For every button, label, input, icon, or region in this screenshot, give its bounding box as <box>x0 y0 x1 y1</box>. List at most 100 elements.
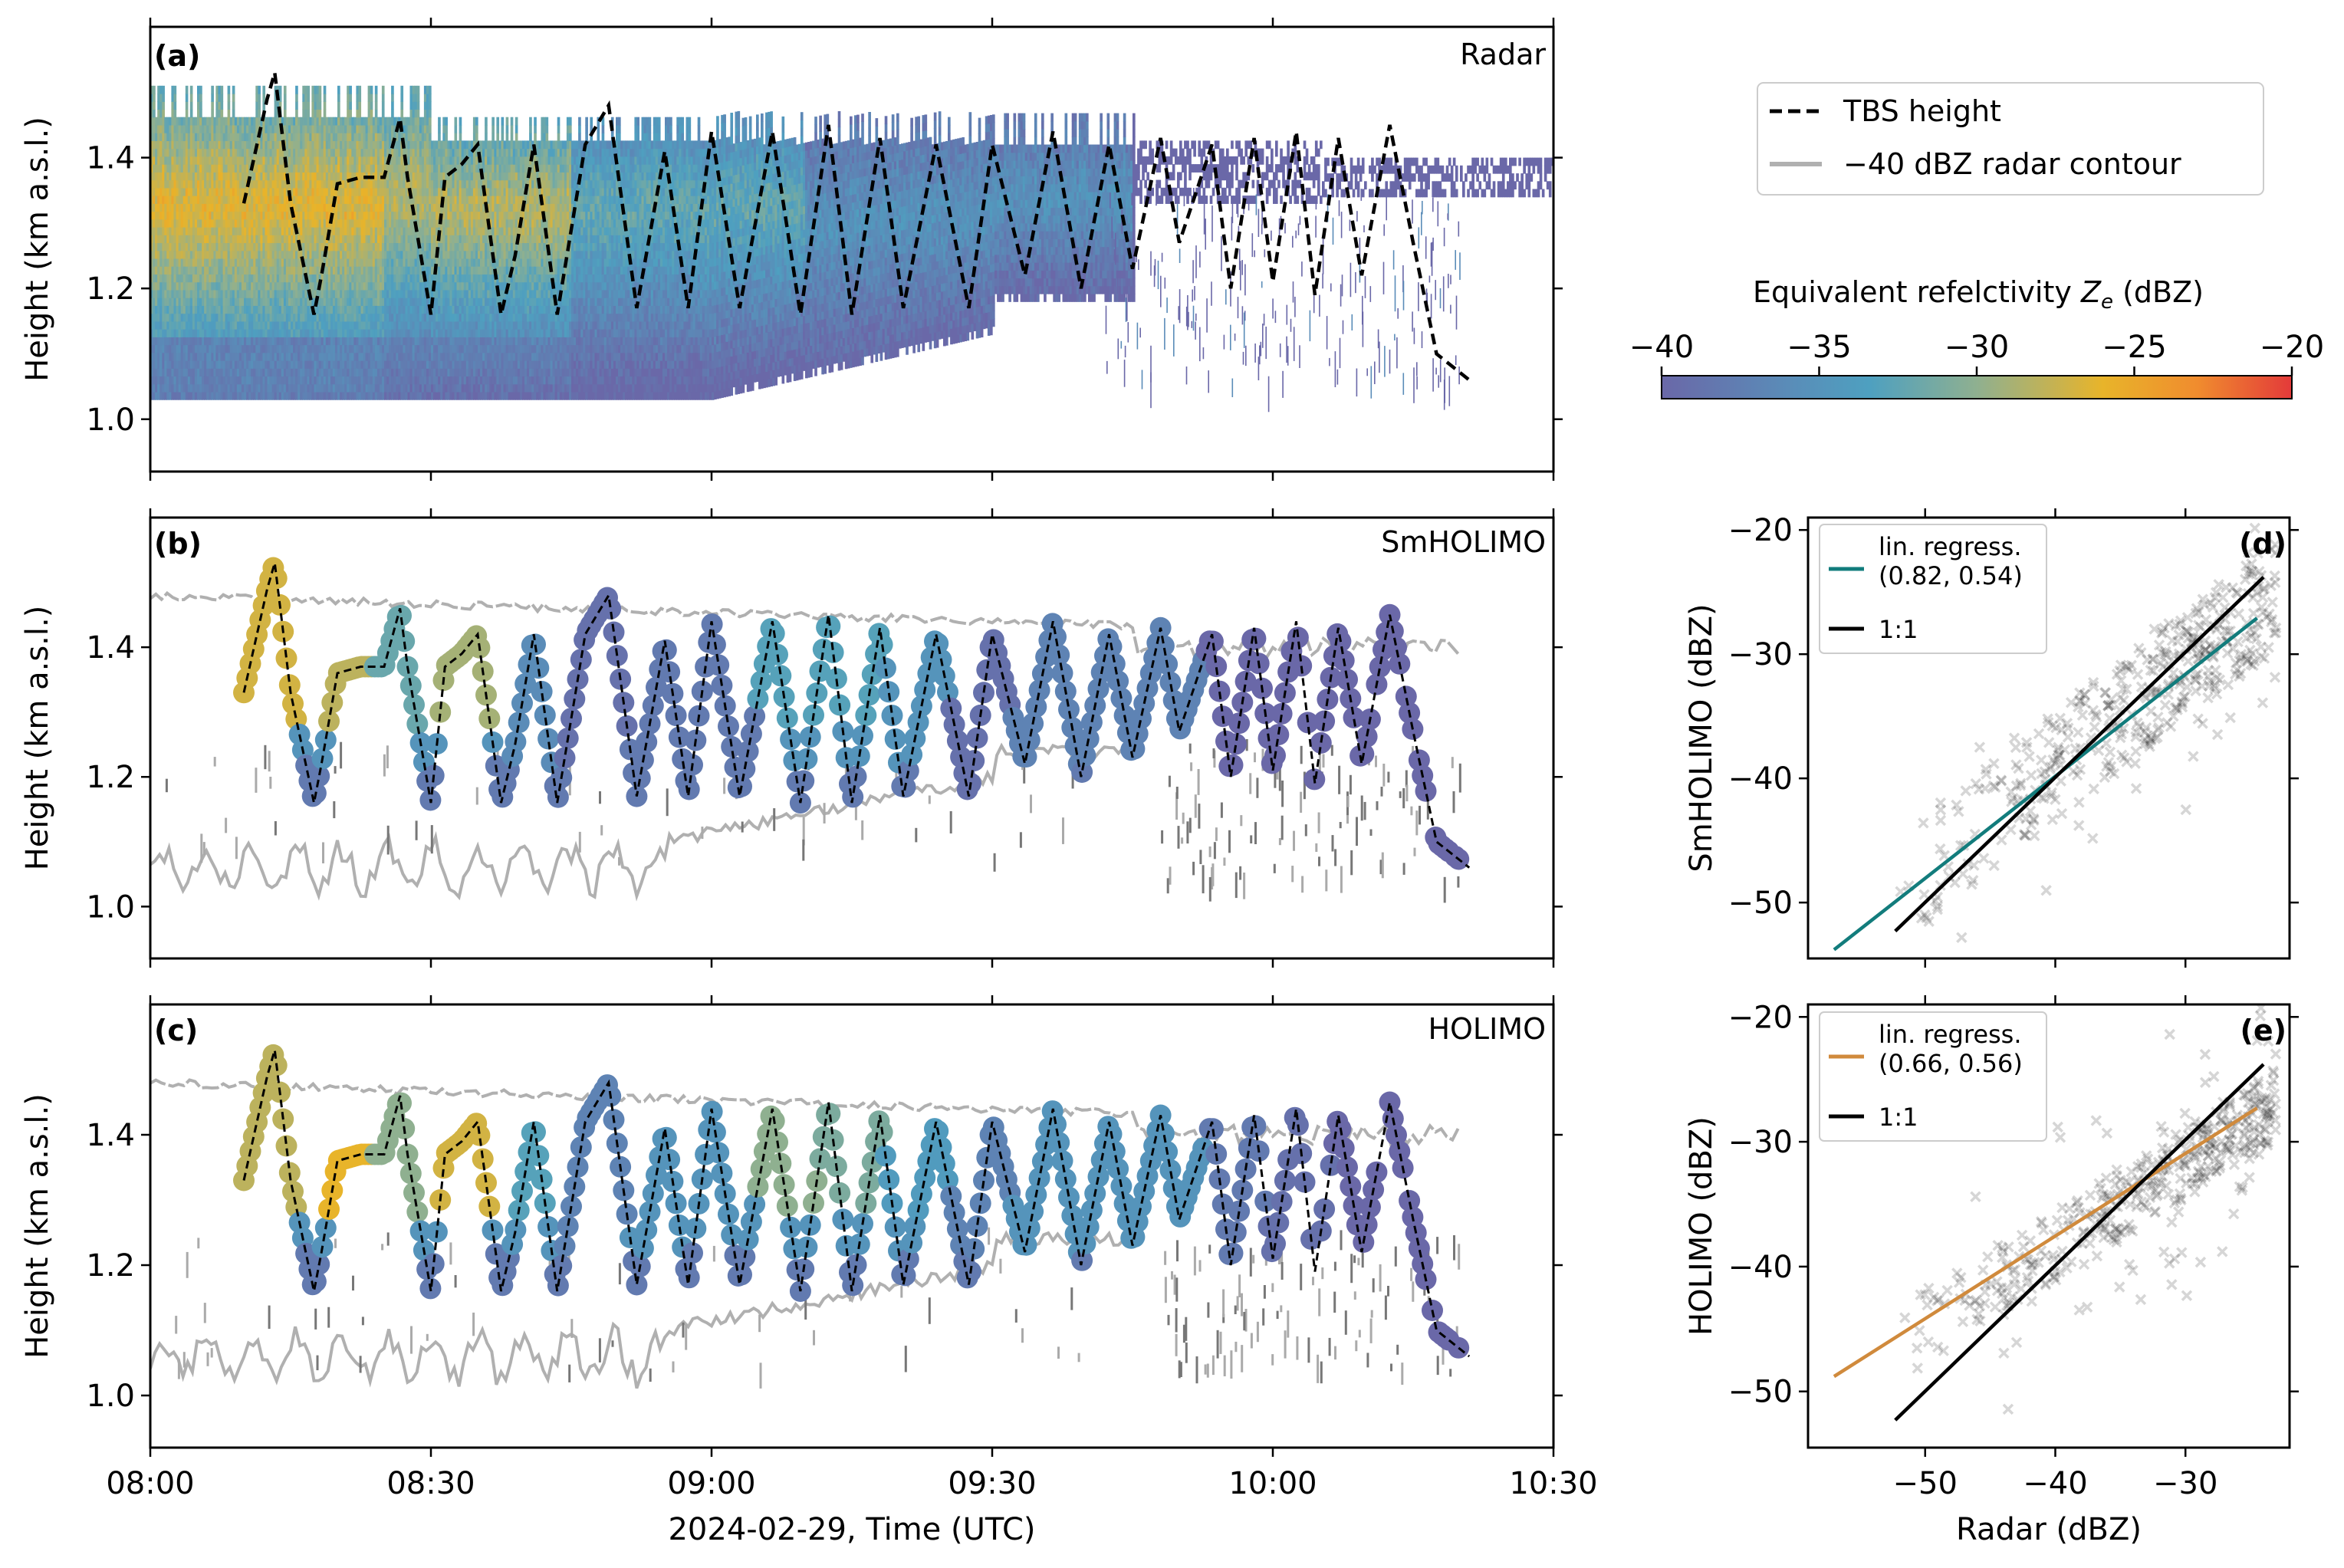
heatmap-cell <box>421 148 425 157</box>
heatmap-cell <box>209 179 212 189</box>
heatmap-cell <box>314 164 317 173</box>
heatmap-cell <box>412 133 416 142</box>
heatmap-cell <box>356 297 360 306</box>
heatmap-cell <box>433 274 436 283</box>
heatmap-cell <box>166 352 169 361</box>
heatmap-cell <box>304 227 307 235</box>
heatmap-cell <box>440 258 443 267</box>
heatmap-cell <box>314 148 317 157</box>
heatmap-cell <box>300 352 303 361</box>
heatmap-cell <box>342 187 345 196</box>
heatmap-cell <box>456 179 460 189</box>
heatmap-cell <box>393 242 396 251</box>
heatmap-cell <box>262 383 266 393</box>
heatmap-cell <box>236 337 240 346</box>
heatmap-cell <box>347 266 350 275</box>
heatmap-cell <box>393 258 396 267</box>
heatmap-cell <box>267 148 271 157</box>
heatmap-cell <box>278 156 282 165</box>
heatmap-cell <box>360 117 364 126</box>
heatmap-cell <box>461 289 465 298</box>
heatmap-cell <box>260 274 264 283</box>
heatmap-cell <box>211 376 214 385</box>
heatmap-cell <box>327 250 331 259</box>
heatmap-cell <box>421 274 425 283</box>
heatmap-cell <box>155 203 158 212</box>
heatmap-cell <box>330 258 334 267</box>
heatmap-cell <box>213 383 217 393</box>
heatmap-cell <box>360 140 364 150</box>
heatmap-cell <box>311 352 315 361</box>
heatmap-cell <box>153 109 156 118</box>
heatmap-cell <box>278 297 282 306</box>
heatmap-cell <box>309 133 313 142</box>
heatmap-cell <box>426 360 429 369</box>
heatmap-cell <box>347 203 350 212</box>
heatmap-cell <box>276 101 280 110</box>
heatmap-cell <box>309 124 313 133</box>
heatmap-cell <box>194 344 198 353</box>
heatmap-cell <box>244 391 247 400</box>
heatmap-cell <box>265 211 268 220</box>
heatmap-cell <box>274 101 278 110</box>
heatmap-cell <box>199 383 202 393</box>
heatmap-cell <box>276 352 280 361</box>
heatmap-cell <box>278 289 282 298</box>
heatmap-cell <box>234 281 238 291</box>
heatmap-cell <box>298 117 301 126</box>
heatmap-cell <box>169 235 173 244</box>
heatmap-cell <box>173 297 177 306</box>
heatmap-cell <box>318 140 322 150</box>
heatmap-cell <box>325 360 329 369</box>
heatmap-cell <box>169 203 173 212</box>
heatmap-cell <box>429 164 432 173</box>
heatmap-cell <box>314 211 317 220</box>
heatmap-cell <box>337 156 340 165</box>
heatmap-cell <box>150 109 153 118</box>
heatmap-cell <box>372 337 376 346</box>
heatmap-cell <box>330 360 334 369</box>
heatmap-cell <box>258 344 261 353</box>
heatmap-cell <box>391 383 394 393</box>
heatmap-cell <box>187 321 191 330</box>
heatmap-cell <box>356 211 360 220</box>
heatmap-cell <box>180 133 184 142</box>
heatmap-cell <box>431 376 434 385</box>
heatmap-cell <box>429 133 432 142</box>
heatmap-cell <box>150 281 153 291</box>
heatmap-cell <box>225 211 228 220</box>
heatmap-cell <box>269 266 273 275</box>
heatmap-cell <box>178 258 182 267</box>
heatmap-cell <box>173 266 177 275</box>
heatmap-cell <box>164 172 167 181</box>
heatmap-cell <box>285 219 289 228</box>
heatmap-cell <box>285 156 289 165</box>
heatmap-cell <box>244 344 247 353</box>
heatmap-cell <box>414 109 418 118</box>
heatmap-cell <box>199 172 202 181</box>
heatmap-cell <box>347 235 350 244</box>
heatmap-cell <box>419 321 422 330</box>
heatmap-cell <box>159 297 163 306</box>
heatmap-cell <box>311 156 315 165</box>
heatmap-cell <box>209 187 212 196</box>
heatmap-cell <box>325 196 329 204</box>
heatmap-cell <box>442 383 445 393</box>
heatmap-cell <box>187 360 191 369</box>
heatmap-cell <box>248 281 251 291</box>
heatmap-cell <box>166 124 169 133</box>
heatmap-cell <box>342 258 345 267</box>
heatmap-cell <box>227 179 231 189</box>
heatmap-cell <box>426 391 429 400</box>
heatmap-cell <box>274 329 278 337</box>
heatmap-cell <box>351 337 354 346</box>
heatmap-cell <box>173 187 177 196</box>
heatmap-cell <box>288 124 291 133</box>
heatmap-cell <box>445 133 448 142</box>
heatmap-cell <box>421 321 425 330</box>
heatmap-cell <box>363 211 367 220</box>
heatmap-cell <box>330 203 334 212</box>
heatmap-cell <box>400 360 404 369</box>
heatmap-cell <box>258 313 261 322</box>
heatmap-cell <box>269 172 273 181</box>
